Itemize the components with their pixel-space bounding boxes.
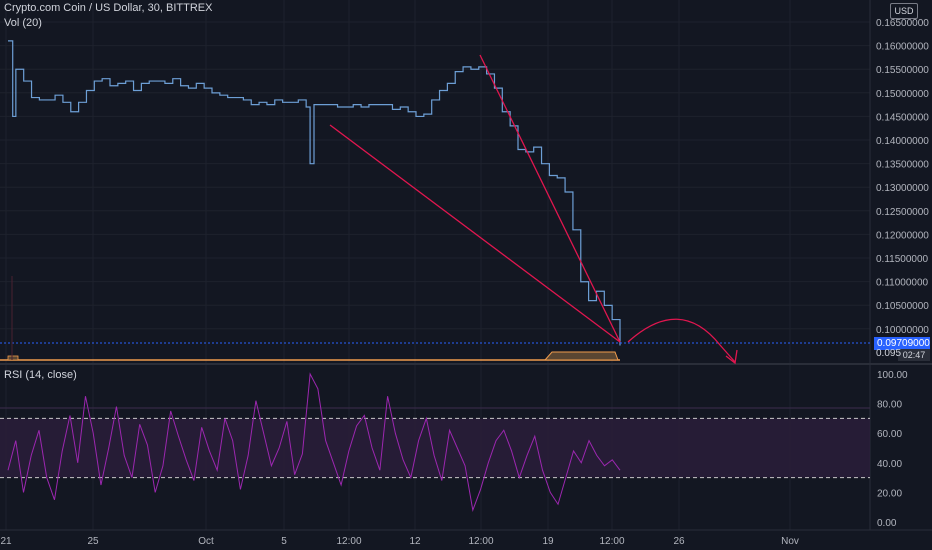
projection-arrowhead bbox=[725, 349, 738, 365]
price-tick-label: 0.16000000 bbox=[876, 42, 929, 53]
price-tick-label: 0.12000000 bbox=[876, 230, 929, 241]
projection-arc bbox=[627, 318, 736, 363]
price-tick-label: 0.11500000 bbox=[876, 254, 929, 265]
rsi-tick-label: 20.00 bbox=[877, 488, 902, 499]
volume-bar bbox=[7, 355, 19, 361]
price-tick-label: 0.11000000 bbox=[876, 278, 929, 289]
time-tick-label: Nov bbox=[781, 536, 799, 547]
time-tick-label: 26 bbox=[673, 536, 685, 547]
last-price-tag: 0.09709000 bbox=[874, 337, 930, 350]
price-tick-label: 0.16500000 bbox=[876, 18, 929, 29]
time-tick-label: 25 bbox=[87, 536, 99, 547]
rsi-tick-label: 100.00 bbox=[877, 370, 908, 381]
volume-indicator-label[interactable]: Vol (20) bbox=[4, 17, 42, 29]
time-tick-label: 12:00 bbox=[599, 536, 624, 547]
rsi-tick-label: 80.00 bbox=[877, 400, 902, 411]
time-tick-label: Oct bbox=[198, 536, 214, 547]
volume-bar bbox=[543, 351, 619, 361]
partial-price-tag: 0.095 bbox=[876, 348, 902, 359]
time-tick-label: 19 bbox=[542, 536, 554, 547]
price-tick-label: 0.13000000 bbox=[876, 183, 929, 194]
price-tick-label: 0.13500000 bbox=[876, 160, 929, 171]
rsi-tick-label: 60.00 bbox=[877, 429, 902, 440]
price-tick-label: 0.10500000 bbox=[876, 301, 929, 312]
symbol-title: Crypto.com Coin / US Dollar, 30, BITTREX bbox=[4, 2, 213, 14]
rsi-indicator-label[interactable]: RSI (14, close) bbox=[4, 369, 77, 381]
price-tick-label: 0.12500000 bbox=[876, 207, 929, 218]
rsi-band bbox=[0, 418, 870, 478]
price-tick-label: 0.14500000 bbox=[876, 112, 929, 123]
rsi-tick-label: 0.00 bbox=[877, 518, 897, 529]
time-tick-label: 12:00 bbox=[336, 536, 361, 547]
price-tick-label: 0.15000000 bbox=[876, 89, 929, 100]
time-tick-label: 21 bbox=[0, 536, 12, 547]
trendline-support bbox=[329, 124, 621, 343]
bar-countdown-tag: 02:47 bbox=[898, 349, 930, 361]
price-series-line bbox=[8, 40, 621, 346]
currency-badge[interactable]: USD bbox=[890, 3, 918, 19]
time-tick-label: 12:00 bbox=[468, 536, 493, 547]
time-tick-label: 12 bbox=[409, 536, 421, 547]
price-tick-label: 0.14000000 bbox=[876, 136, 929, 147]
trendline-resistance bbox=[479, 54, 621, 343]
price-tick-label: 0.10000000 bbox=[876, 325, 929, 336]
rsi-series-line bbox=[7, 372, 621, 513]
price-tick-label: 0.15500000 bbox=[876, 65, 929, 76]
rsi-tick-label: 40.00 bbox=[877, 459, 902, 470]
time-tick-label: 5 bbox=[281, 536, 287, 547]
